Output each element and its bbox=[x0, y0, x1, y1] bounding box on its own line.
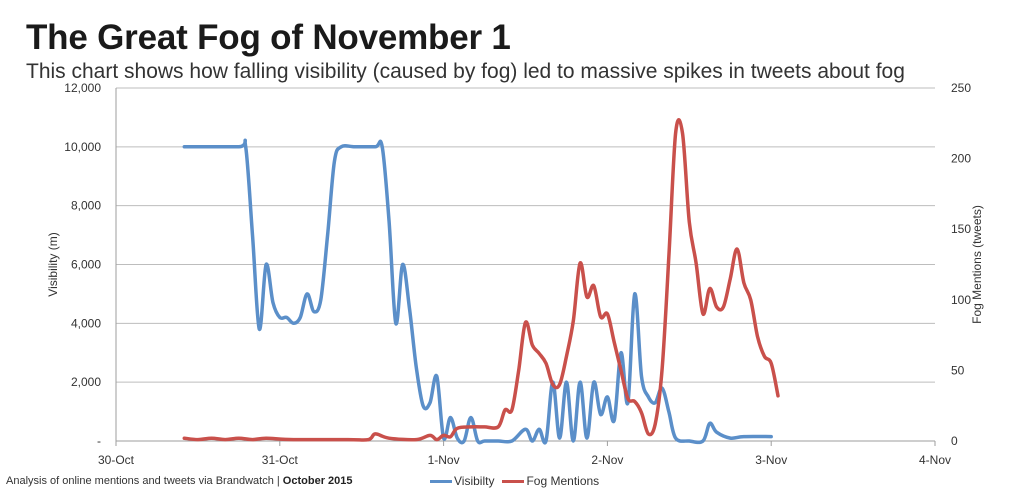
legend-label-visibility: Visibilty bbox=[454, 474, 495, 488]
x-tick-label: 2-Nov bbox=[591, 453, 623, 467]
legend: Visibilty Fog Mentions bbox=[430, 474, 599, 488]
x-tick-label: 1-Nov bbox=[428, 453, 460, 467]
x-tick-label: 3-Nov bbox=[755, 453, 787, 467]
y-tick-label: 6,000 bbox=[71, 258, 101, 272]
y-tick-label: 10,000 bbox=[64, 140, 101, 154]
chart-subtitle: This chart shows how falling visibility … bbox=[26, 60, 905, 83]
x-tick-label: 4-Nov bbox=[919, 453, 951, 467]
source-date: October 2015 bbox=[282, 475, 353, 487]
legend-item-visibility: Visibilty bbox=[430, 474, 494, 488]
x-tick-label: 31-Oct bbox=[262, 453, 299, 467]
y-tick-label: 12,000 bbox=[64, 81, 101, 95]
y2-axis-title: Fog Mentions (tweets) bbox=[970, 205, 984, 324]
legend-swatch-visibility bbox=[430, 479, 452, 483]
y2-tick-label: 50 bbox=[951, 363, 965, 377]
source-note: Analysis of online mentions and tweets v… bbox=[6, 475, 353, 487]
legend-label-mentions: Fog Mentions bbox=[526, 474, 600, 488]
chart-title: The Great Fog of November 1 bbox=[26, 18, 511, 57]
y-tick-label: - bbox=[97, 434, 101, 448]
series-line-mentions bbox=[182, 118, 780, 442]
y2-tick-label: 150 bbox=[951, 222, 971, 236]
series-line-visibility bbox=[182, 138, 773, 445]
y2-tick-label: 0 bbox=[951, 434, 958, 448]
legend-swatch-mentions bbox=[502, 479, 525, 483]
y2-tick-label: 250 bbox=[951, 81, 971, 95]
x-tick-label: 30-Oct bbox=[98, 453, 135, 467]
source-text: Analysis of online mentions and tweets v… bbox=[6, 475, 283, 487]
y-tick-label: 2,000 bbox=[71, 375, 101, 389]
y2-tick-label: 200 bbox=[951, 152, 971, 166]
y-axis-title: Visibility (m) bbox=[46, 232, 60, 296]
y-tick-label: 8,000 bbox=[71, 199, 101, 213]
y-tick-label: 4,000 bbox=[71, 316, 101, 330]
y2-tick-label: 100 bbox=[951, 293, 971, 307]
legend-item-mentions: Fog Mentions bbox=[502, 474, 599, 488]
